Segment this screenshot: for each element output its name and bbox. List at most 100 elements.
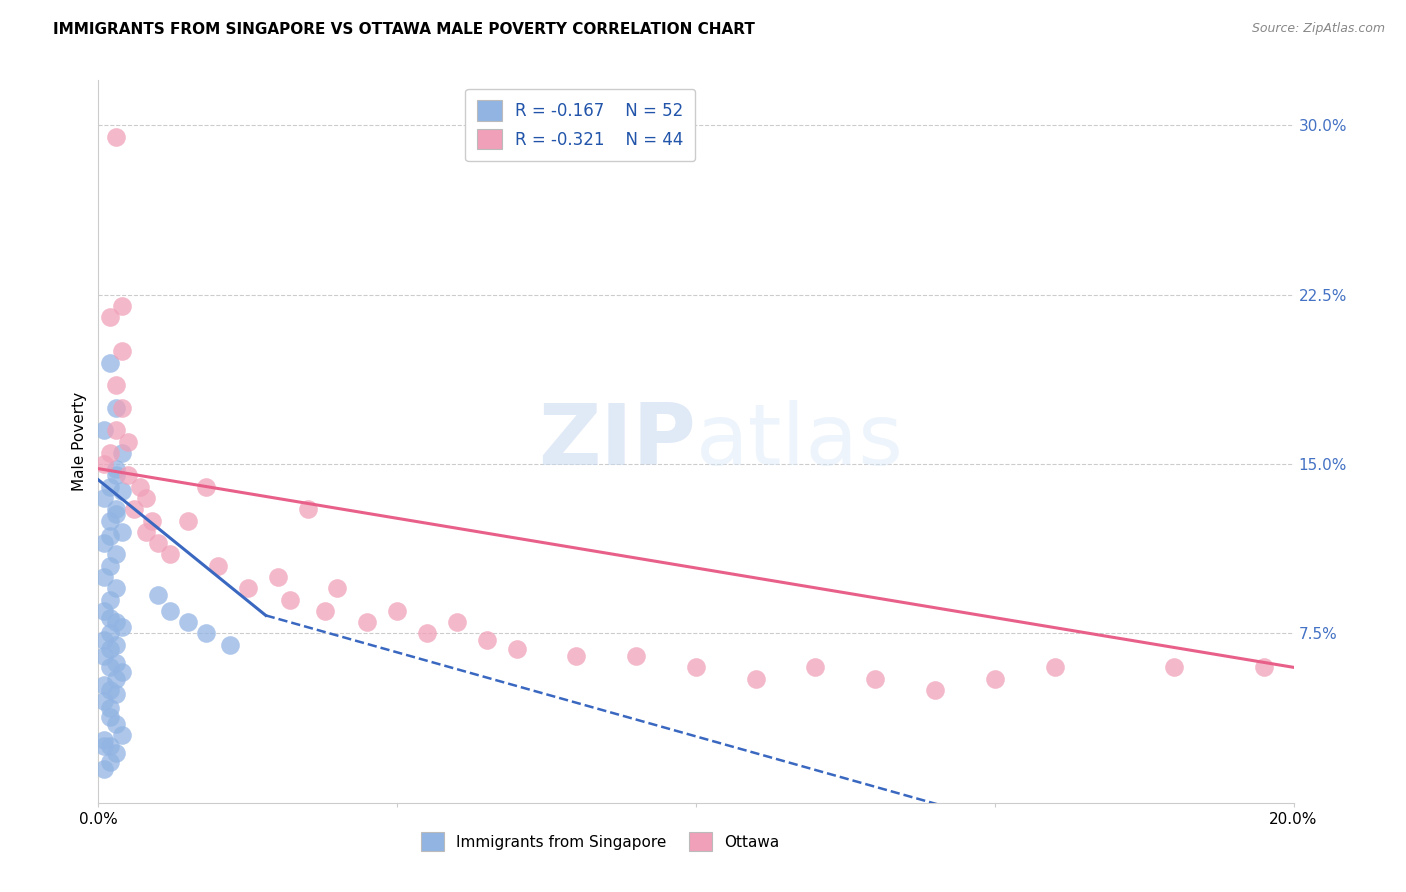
Point	[98, 660, 122, 674]
Point	[111, 344, 134, 359]
Point	[326, 582, 349, 596]
Point	[105, 378, 128, 392]
Point	[385, 604, 409, 618]
Point	[105, 502, 128, 516]
Point	[105, 423, 128, 437]
Y-axis label: Male Poverty: Male Poverty	[72, 392, 87, 491]
Point	[124, 502, 146, 516]
Point	[105, 615, 128, 630]
Point	[159, 604, 181, 618]
Point	[93, 423, 115, 437]
Point	[105, 507, 128, 521]
Point	[177, 514, 200, 528]
Point	[98, 739, 122, 754]
Point	[93, 633, 115, 648]
Point	[105, 672, 128, 686]
Point	[685, 660, 707, 674]
Text: atlas: atlas	[696, 400, 904, 483]
Point	[98, 446, 122, 460]
Point	[105, 656, 128, 670]
Point	[177, 615, 200, 630]
Point	[98, 610, 122, 624]
Point	[236, 582, 259, 596]
Point	[111, 299, 134, 313]
Point	[105, 687, 128, 701]
Point	[93, 732, 115, 747]
Point	[105, 638, 128, 652]
Point	[93, 604, 115, 618]
Text: Source: ZipAtlas.com: Source: ZipAtlas.com	[1251, 22, 1385, 36]
Point	[93, 536, 115, 550]
Point	[506, 642, 529, 657]
Point	[105, 548, 128, 562]
Point	[207, 558, 229, 573]
Point	[93, 648, 115, 663]
Point	[111, 446, 134, 460]
Point	[105, 401, 128, 415]
Point	[111, 665, 134, 679]
Point	[98, 480, 122, 494]
Point	[135, 524, 157, 539]
Point	[98, 710, 122, 724]
Point	[93, 491, 115, 505]
Point	[93, 762, 115, 776]
Point	[105, 129, 128, 144]
Point	[159, 548, 181, 562]
Point	[924, 682, 946, 697]
Point	[141, 514, 163, 528]
Point	[135, 491, 157, 505]
Point	[297, 502, 319, 516]
Legend: Immigrants from Singapore, Ottawa: Immigrants from Singapore, Ottawa	[412, 823, 789, 860]
Point	[111, 524, 134, 539]
Point	[416, 626, 439, 640]
Point	[111, 401, 134, 415]
Point	[105, 582, 128, 596]
Point	[865, 672, 887, 686]
Point	[98, 310, 122, 325]
Point	[111, 728, 134, 742]
Point	[93, 678, 115, 692]
Point	[446, 615, 468, 630]
Text: ZIP: ZIP	[538, 400, 696, 483]
Point	[356, 615, 378, 630]
Point	[98, 626, 122, 640]
Point	[105, 716, 128, 731]
Point	[565, 648, 588, 663]
Point	[105, 468, 128, 483]
Point	[93, 457, 115, 471]
Point	[315, 604, 337, 618]
Point	[98, 529, 122, 543]
Point	[98, 355, 122, 369]
Point	[1253, 660, 1275, 674]
Point	[111, 620, 134, 634]
Point	[195, 480, 218, 494]
Point	[93, 739, 115, 754]
Point	[93, 694, 115, 708]
Text: IMMIGRANTS FROM SINGAPORE VS OTTAWA MALE POVERTY CORRELATION CHART: IMMIGRANTS FROM SINGAPORE VS OTTAWA MALE…	[53, 22, 755, 37]
Point	[117, 468, 139, 483]
Point	[626, 648, 648, 663]
Point	[1043, 660, 1066, 674]
Point	[98, 755, 122, 769]
Point	[98, 514, 122, 528]
Point	[98, 558, 122, 573]
Point	[267, 570, 290, 584]
Point	[105, 461, 128, 475]
Point	[148, 536, 170, 550]
Point	[129, 480, 152, 494]
Point	[219, 638, 242, 652]
Point	[98, 642, 122, 657]
Point	[475, 633, 498, 648]
Point	[98, 592, 122, 607]
Point	[278, 592, 301, 607]
Point	[984, 672, 1007, 686]
Point	[105, 746, 128, 760]
Point	[195, 626, 218, 640]
Point	[804, 660, 827, 674]
Point	[98, 701, 122, 715]
Point	[1163, 660, 1185, 674]
Point	[117, 434, 139, 449]
Point	[111, 484, 134, 499]
Point	[745, 672, 768, 686]
Point	[98, 682, 122, 697]
